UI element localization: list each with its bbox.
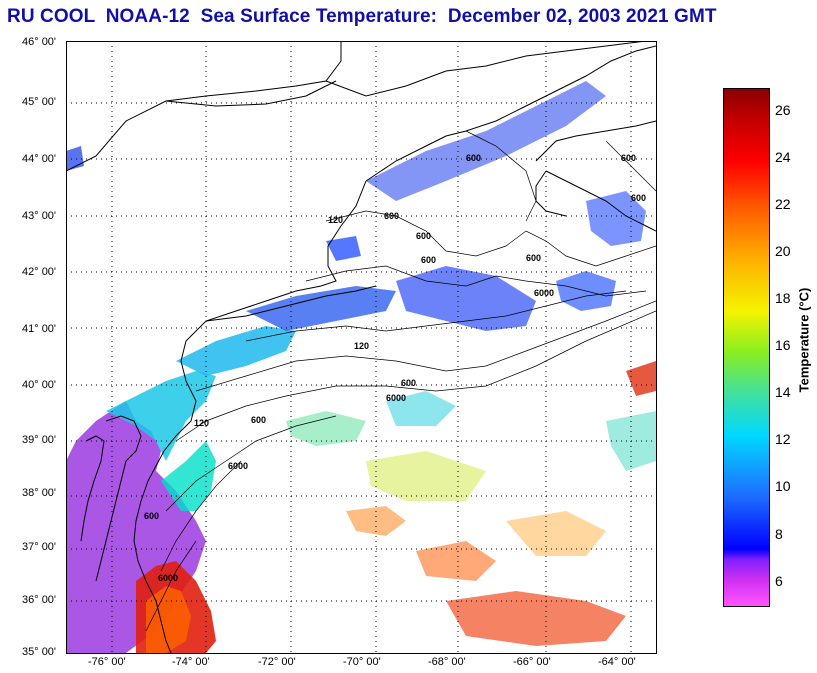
lat-label: 36° 00' [22, 594, 57, 606]
colorbar-tick-label: 24 [775, 149, 791, 165]
contour-label: 120 [194, 418, 209, 428]
colorbar-tick-label: 10 [775, 478, 791, 494]
lat-label: 35° 00' [22, 646, 57, 658]
colorbar-tick-label: 6 [775, 573, 783, 589]
contour-label-layer: 600 600 600 600 600 600 600 120 120 120 … [144, 153, 646, 583]
lat-label: 37° 00' [22, 541, 57, 553]
lon-label: -76° 00' [88, 656, 126, 668]
colorbar-tick-label: 18 [775, 290, 791, 306]
colorbar-tick-label: 26 [775, 102, 791, 118]
sst-region-warm-patch-4 [506, 511, 606, 556]
contour-label: 600 [631, 193, 646, 203]
sst-region-virginia-coast [161, 441, 216, 511]
contour-label: 600 [416, 231, 431, 241]
lat-label: 41° 00' [22, 323, 57, 335]
sst-region-gulf-stream-core [146, 586, 191, 653]
colorbar-tick-label: 8 [775, 526, 783, 542]
lat-label: 38° 00' [22, 487, 57, 499]
sst-map: 600 600 600 600 600 600 600 120 120 120 … [66, 41, 656, 653]
contour-label: 600 [621, 153, 636, 163]
contour-label: 6000 [534, 288, 554, 298]
contour-label: 6000 [158, 573, 178, 583]
lat-label: 42° 00' [22, 266, 57, 278]
lon-label: -72° 00' [258, 656, 296, 668]
lat-label: 46° 00' [22, 36, 57, 48]
contour-label: 600 [401, 378, 416, 388]
colorbar-tick-label: 12 [775, 431, 791, 447]
lat-label: 43° 00' [22, 210, 57, 222]
contour-label: 120 [354, 341, 369, 351]
contour-label: 600 [384, 211, 399, 221]
sst-region-offshore-green [286, 411, 366, 446]
colorbar-tick-label: 14 [775, 384, 791, 400]
lat-label: 44° 00' [22, 153, 57, 165]
contour-label: 600 [144, 511, 159, 521]
sst-region-scotian-shelf [586, 191, 646, 246]
lon-label: -64° 00' [598, 656, 636, 668]
lon-label: -66° 00' [513, 656, 551, 668]
colorbar-tick-label: 22 [775, 196, 791, 212]
temperature-colorbar [723, 88, 770, 607]
sst-data-layer [66, 81, 656, 653]
map-title: RU COOL NOAA-12 Sea Surface Temperature:… [7, 6, 717, 27]
sst-region-warm-patch-3 [446, 591, 626, 646]
colorbar-tick-label: 20 [775, 243, 791, 259]
colorbar-title: Temperature (°C) [796, 287, 812, 393]
sst-region-east-warm-edge [626, 361, 656, 396]
sst-region-georges-bank [396, 266, 536, 331]
sst-region-delmarva [106, 371, 216, 461]
contour-label: 6000 [386, 393, 406, 403]
lon-label: -68° 00' [428, 656, 466, 668]
contour-label: 600 [421, 255, 436, 265]
contour-label: 600 [251, 415, 266, 425]
sst-region-shelf-patch [326, 236, 361, 261]
contour-label: 120 [328, 215, 343, 225]
sst-region-warm-patch-2 [416, 541, 496, 581]
sst-region-offshore-yellow [366, 451, 486, 501]
lat-label: 39° 00' [22, 434, 57, 446]
colorbar-tick-label: 16 [775, 337, 791, 353]
contour-label: 600 [526, 253, 541, 263]
lat-label: 45° 00' [22, 96, 57, 108]
sst-region-offshore-cyan [386, 391, 456, 426]
lat-label: 40° 00' [22, 379, 57, 391]
sst-region-long-island-shelf [246, 286, 396, 331]
sst-map-canvas: 600 600 600 600 600 600 600 120 120 120 … [66, 41, 656, 653]
lon-label: -70° 00' [343, 656, 381, 668]
bathymetry-contours [145, 130, 656, 632]
contour-label: 6000 [228, 461, 248, 471]
lon-label: -74° 00' [172, 656, 210, 668]
sst-region-new-jersey-shelf [176, 326, 296, 376]
contour-label: 600 [466, 153, 481, 163]
